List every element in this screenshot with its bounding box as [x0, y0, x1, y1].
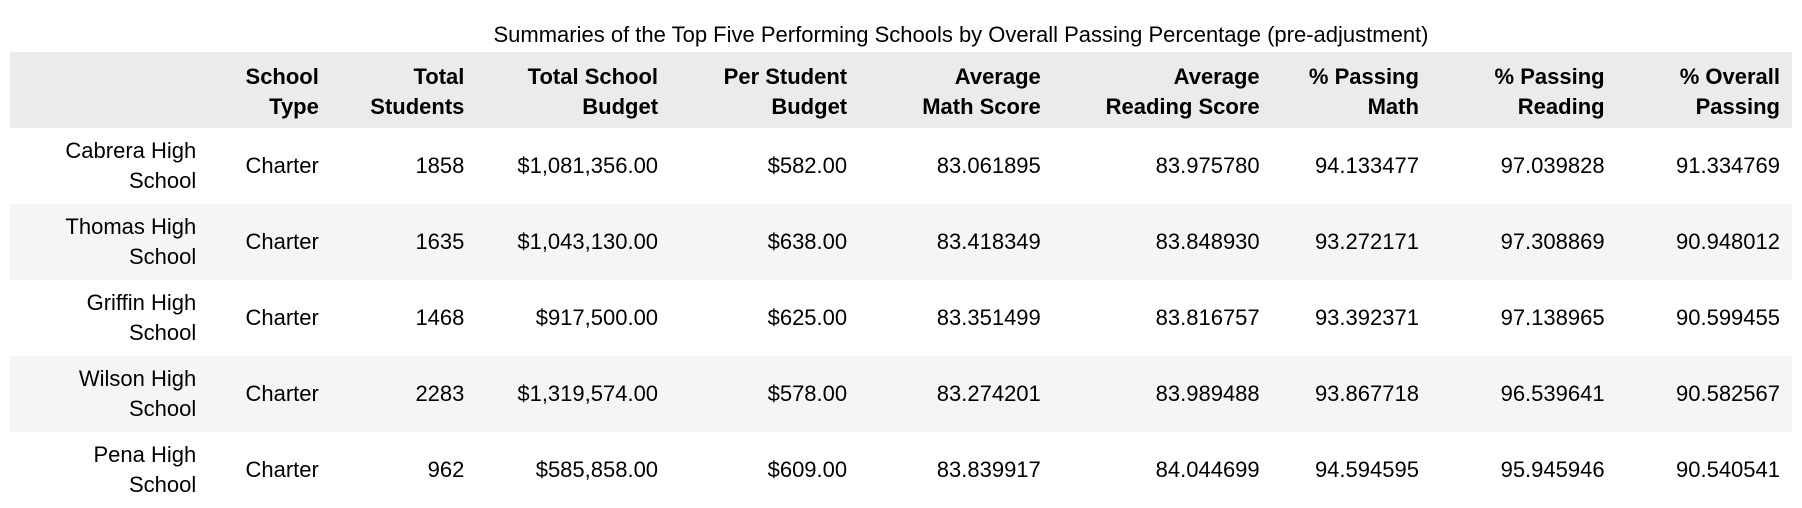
cell-total-students: 1858	[415, 153, 465, 178]
cell-passing-reading: 95.945946	[1500, 457, 1605, 482]
column-header-average-reading-score: Average Reading Score	[1105, 64, 1260, 119]
column-header-average-math-score: Average Math Score	[922, 64, 1041, 119]
table-row: Thomas High School Charter 1635 $1,043,13…	[10, 204, 1792, 280]
column-header-total-school-budget: Total School Budget	[527, 64, 659, 119]
cell-total-students: 1468	[415, 305, 465, 330]
row-index-school-name: Cabrera High School	[65, 138, 197, 193]
column-header-per-student-budget: Per Student Budget	[723, 64, 848, 119]
cell-per-student-budget: $638.00	[767, 229, 848, 254]
cell-average-math-score: 83.418349	[936, 229, 1041, 254]
cell-average-reading-score: 83.848930	[1155, 229, 1260, 254]
cell-passing-math: 93.272171	[1314, 229, 1419, 254]
row-index-school-name: Thomas High School	[65, 214, 197, 269]
cell-average-reading-score: 83.816757	[1155, 305, 1260, 330]
column-header-total-students: Total Students	[370, 64, 465, 119]
cell-passing-math: 93.392371	[1314, 305, 1419, 330]
cell-passing-reading: 97.138965	[1500, 305, 1605, 330]
cell-total-students: 2283	[415, 381, 465, 406]
cell-school-type: Charter	[245, 381, 319, 406]
cell-school-type: Charter	[245, 229, 319, 254]
cell-average-math-score: 83.274201	[936, 381, 1041, 406]
school-summary-table: School Type Total Students Total School Bud…	[10, 52, 1792, 508]
cell-overall-passing: 90.599455	[1676, 305, 1780, 330]
table-caption: Summaries of the Top Five Performing Sch…	[493, 22, 1429, 47]
cell-per-student-budget: $625.00	[767, 305, 848, 330]
table-row: Wilson High School Charter 2283 $1,319,57…	[10, 356, 1792, 432]
cell-passing-math: 94.133477	[1314, 153, 1419, 178]
dataframe-container: Summaries of the Top Five Performing Sch…	[10, 18, 1792, 508]
cell-overall-passing: 90.582567	[1676, 381, 1780, 406]
cell-passing-reading: 97.039828	[1500, 153, 1605, 178]
cell-overall-passing: 91.334769	[1676, 153, 1780, 178]
cell-passing-math: 93.867718	[1314, 381, 1419, 406]
cell-passing-reading: 96.539641	[1500, 381, 1605, 406]
cell-average-reading-score: 83.975780	[1155, 153, 1260, 178]
row-index-school-name: Griffin High School	[86, 290, 197, 345]
cell-average-math-score: 83.839917	[936, 457, 1041, 482]
cell-passing-math: 94.594595	[1314, 457, 1419, 482]
index-header	[10, 52, 208, 128]
cell-school-type: Charter	[245, 305, 319, 330]
column-header-passing-reading: % Passing Reading	[1494, 64, 1605, 119]
table-row: Griffin High School Charter 1468 $917,500…	[10, 280, 1792, 356]
header-row: School Type Total Students Total School Bud…	[10, 52, 1792, 128]
table-row: Pena High School Charter 962 $585,858.00 …	[10, 432, 1792, 508]
cell-per-student-budget: $578.00	[767, 381, 848, 406]
column-header-school-type: School Type	[245, 64, 319, 119]
cell-passing-reading: 97.308869	[1500, 229, 1605, 254]
column-header-overall-passing: % Overall Passing	[1679, 64, 1780, 119]
cell-average-math-score: 83.351499	[936, 305, 1041, 330]
cell-total-students: 1635	[415, 229, 465, 254]
cell-school-type: Charter	[245, 457, 319, 482]
row-index-school-name: Wilson High School	[78, 366, 197, 421]
cell-average-reading-score: 84.044699	[1155, 457, 1260, 482]
cell-overall-passing: 90.948012	[1676, 229, 1780, 254]
cell-total-school-budget: $1,319,574.00	[517, 381, 659, 406]
cell-per-student-budget: $609.00	[767, 457, 848, 482]
cell-overall-passing: 90.540541	[1676, 457, 1780, 482]
cell-average-math-score: 83.061895	[936, 153, 1041, 178]
column-header-passing-math: % Passing Math	[1308, 64, 1419, 119]
cell-total-school-budget: $1,081,356.00	[517, 153, 659, 178]
cell-per-student-budget: $582.00	[767, 153, 848, 178]
cell-total-school-budget: $1,043,130.00	[517, 229, 659, 254]
cell-school-type: Charter	[245, 153, 319, 178]
cell-total-students: 962	[427, 457, 465, 482]
cell-average-reading-score: 83.989488	[1155, 381, 1260, 406]
row-index-school-name: Pena High School	[93, 442, 197, 497]
cell-total-school-budget: $917,500.00	[535, 305, 659, 330]
table-row: Cabrera High School Charter 1858 $1,081,3…	[10, 128, 1792, 204]
cell-total-school-budget: $585,858.00	[535, 457, 659, 482]
